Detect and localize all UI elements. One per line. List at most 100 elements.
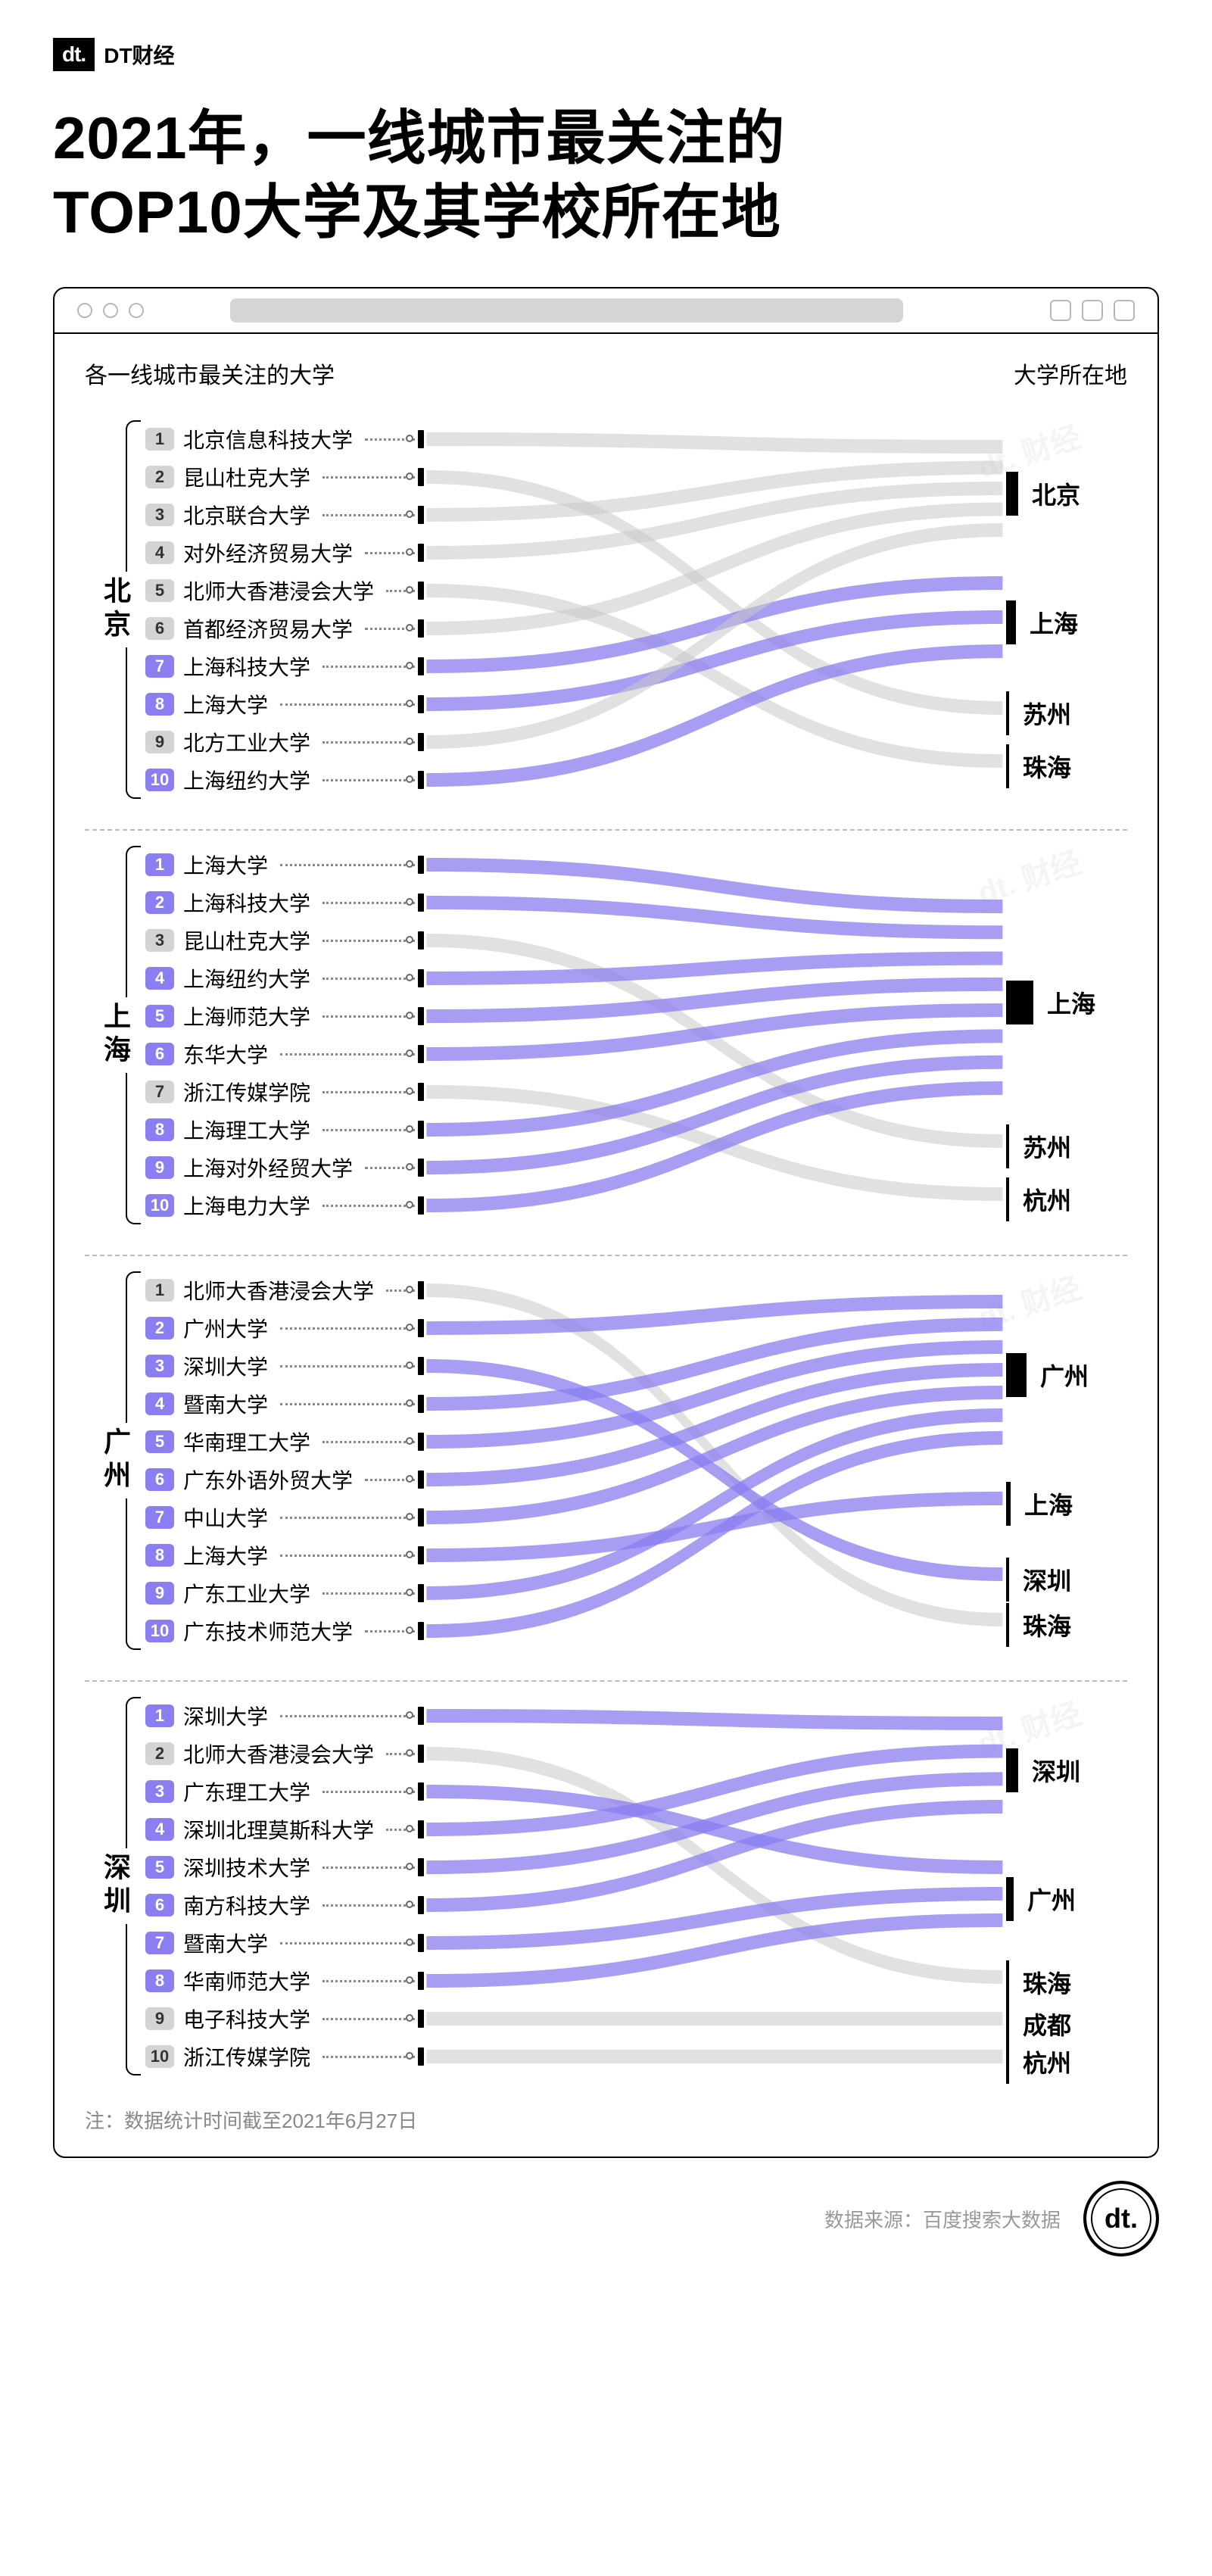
university-name: 上海电力大学	[183, 1190, 310, 1221]
source-node-dot-icon	[406, 775, 413, 783]
footnote: 注：数据统计时间截至2021年6月27日	[85, 2106, 1127, 2134]
university-name: 北京联合大学	[183, 500, 310, 530]
list-item: 1 北京信息科技大学	[145, 420, 418, 458]
university-name: 东华大学	[183, 1039, 268, 1069]
rank-badge: 2	[145, 1317, 174, 1339]
destination-label: 上海	[1006, 981, 1095, 1024]
rank-badge: 4	[145, 1392, 174, 1415]
source-node-dot-icon	[406, 1361, 413, 1369]
footer-logo-text: dt.	[1092, 2190, 1150, 2247]
university-name: 深圳大学	[183, 1701, 268, 1731]
rank-badge: 8	[145, 1118, 174, 1141]
rank-badge: 3	[145, 929, 174, 952]
rank-badge: 7	[145, 1081, 174, 1103]
city-label: 深圳	[95, 1848, 135, 1924]
leader-dots	[322, 514, 415, 516]
rank-badge: 7	[145, 1932, 174, 1954]
university-name: 广东工业大学	[183, 1578, 310, 1608]
rank-badge: 9	[145, 2007, 174, 2030]
list-item: 7浙江传媒学院	[145, 1073, 418, 1111]
brand-name: DT财经	[104, 39, 174, 70]
destination-label: 苏州	[1006, 1124, 1071, 1168]
headline-line2: TOP10大学及其学校所在地	[53, 179, 781, 245]
list-item: 3深圳大学	[145, 1347, 418, 1385]
column-headers: 各一线城市最关注的大学 大学所在地	[85, 357, 1127, 390]
leader-dots	[322, 2056, 415, 2058]
source-node-dot-icon	[406, 1475, 413, 1483]
source-node-dot-icon	[406, 1589, 413, 1596]
source-node-dot-icon	[406, 1437, 413, 1445]
rank-badge: 8	[145, 693, 174, 716]
leader-dots	[280, 1555, 415, 1557]
list-item: 4上海纽约大学	[145, 959, 418, 997]
list-item: 5华南理工大学	[145, 1423, 418, 1461]
source-node-dot-icon	[406, 624, 413, 632]
list-item: 6东华大学	[145, 1035, 418, 1073]
rank-badge: 1	[145, 1704, 174, 1727]
source-node-dot-icon	[406, 1863, 413, 1870]
right-column-header: 大学所在地	[1014, 357, 1127, 390]
destination-label: 上海	[1006, 600, 1078, 644]
list-item: 2 广州大学	[145, 1309, 418, 1347]
rank-badge: 8	[145, 1544, 174, 1567]
city-section: dt. 财经深圳1深圳大学2北师大香港浸会大学3广东理工大学4深圳北理莫斯科大学…	[85, 1682, 1127, 2083]
university-name: 电子科技大学	[183, 2004, 310, 2034]
university-name: 广州大学	[183, 1313, 268, 1343]
source-node-dot-icon	[406, 1749, 413, 1757]
leader-dots	[280, 1053, 415, 1056]
university-name: 首都经济贸易大学	[183, 613, 353, 644]
list-item: 1 深圳大学	[145, 1697, 418, 1735]
rank-badge: 6	[145, 1468, 174, 1491]
source-node-dot-icon	[406, 435, 413, 442]
rank-badge: 4	[145, 541, 174, 564]
destination-label: 苏州	[1006, 691, 1071, 735]
leader-dots	[322, 741, 415, 744]
list-item: 1上海大学	[145, 846, 418, 884]
university-name: 昆山杜克大学	[183, 925, 310, 956]
university-name: 上海纽约大学	[183, 963, 310, 993]
browser-frame: 各一线城市最关注的大学 大学所在地 dt. 财经北京1北京信息科技大学2昆山杜克…	[53, 287, 1159, 2158]
source-node-dot-icon	[406, 860, 413, 868]
destination-label: 深圳	[1006, 1748, 1080, 1792]
list-item: 3广东理工大学	[145, 1773, 418, 1810]
rank-badge: 1	[145, 428, 174, 451]
list-item: 8华南师范大学	[145, 1962, 418, 2000]
brand-badge: dt. DT财经	[53, 38, 175, 71]
rank-badge: 2	[145, 1742, 174, 1765]
rank-badge: 3	[145, 504, 174, 526]
rank-badge: 4	[145, 1818, 174, 1841]
rank-badge: 3	[145, 1355, 174, 1377]
leader-dots	[280, 1403, 415, 1405]
city-label: 北京	[95, 572, 135, 647]
sankey-flow	[418, 420, 1006, 799]
leader-dots	[322, 1791, 415, 1793]
page-title: 2021年，一线城市最关注的 TOP10大学及其学校所在地	[53, 101, 1159, 249]
leader-dots	[280, 1365, 415, 1368]
destination-label: 杭州	[1006, 1177, 1071, 1221]
source-node-dot-icon	[406, 1551, 413, 1558]
source-node-dot-icon	[406, 1087, 413, 1095]
leader-dots	[280, 1715, 415, 1717]
list-item: 10上海纽约大学	[145, 761, 418, 799]
toggle-icon	[1050, 300, 1071, 321]
source-node-dot-icon	[406, 548, 413, 556]
university-name: 上海科技大学	[183, 887, 310, 918]
university-name: 北京信息科技大学	[183, 424, 353, 454]
leader-dots	[322, 2018, 415, 2020]
leader-dots	[322, 1015, 415, 1018]
leader-dots	[322, 1129, 415, 1131]
city-section: dt. 财经广州1北师大香港浸会大学2广州大学3深圳大学4暨南大学5华南理工大学…	[85, 1256, 1127, 1682]
list-item: 9北方工业大学	[145, 723, 418, 761]
leader-dots	[280, 1942, 415, 1944]
rank-badge: 10	[145, 2045, 174, 2068]
rank-badge: 5	[145, 1430, 174, 1453]
close-icon	[77, 303, 92, 318]
university-name: 对外经济贸易大学	[183, 538, 353, 568]
data-source: 数据来源：百度搜索大数据	[824, 2205, 1061, 2233]
sankey-flow	[418, 1697, 1006, 2075]
chart-content: 各一线城市最关注的大学 大学所在地 dt. 财经北京1北京信息科技大学2昆山杜克…	[55, 334, 1157, 2157]
list-item: 9广东工业大学	[145, 1574, 418, 1612]
source-node-dot-icon	[406, 1286, 413, 1293]
university-name: 浙江传媒学院	[183, 2041, 310, 2072]
leader-dots	[322, 940, 415, 942]
